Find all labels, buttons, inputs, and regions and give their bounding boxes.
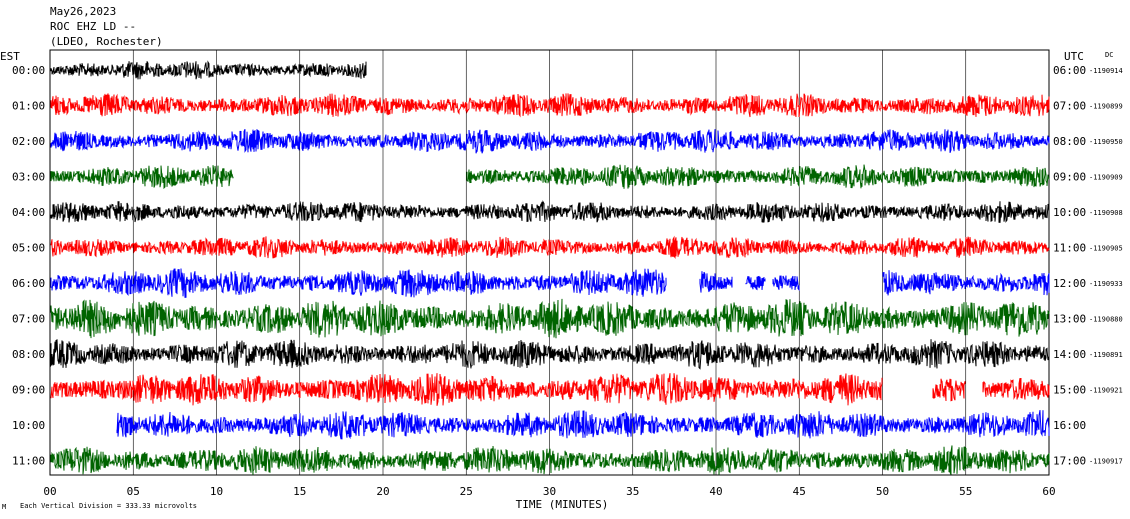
- dc-offset-label: -1190905: [1089, 245, 1123, 253]
- x-tick-label: 45: [793, 485, 806, 498]
- x-tick-label: 00: [43, 485, 56, 498]
- trace-0400: [50, 200, 1050, 223]
- utc-label: 08:00: [1053, 135, 1086, 148]
- x-axis-ticks: 00 05 10 15 20 25 30 35 40 45 50 55 60: [43, 485, 1055, 498]
- dc-offset-label: -1190909: [1089, 174, 1123, 182]
- dc-offset-label: -1190921: [1089, 387, 1123, 395]
- utc-label: 14:00: [1053, 348, 1086, 361]
- x-tick-label: 05: [127, 485, 140, 498]
- trace-0700: [50, 298, 1050, 339]
- grid: [132, 50, 967, 475]
- dc-offset-label: -1190908: [1089, 209, 1123, 217]
- dc-offset-label: -1190933: [1089, 280, 1123, 288]
- right-axis-note: DC: [1105, 51, 1113, 59]
- x-tick-label: 55: [959, 485, 972, 498]
- dc-offset-label: -1190914: [1089, 67, 1123, 75]
- est-label: 06:00: [12, 277, 45, 290]
- est-label: 00:00: [12, 64, 45, 77]
- traces: [50, 60, 1050, 476]
- utc-label: 13:00: [1053, 313, 1086, 326]
- est-label: 05:00: [12, 242, 45, 255]
- x-tick-label: 60: [1042, 485, 1055, 498]
- utc-label: 06:00: [1053, 64, 1086, 77]
- trace-0500: [50, 235, 1050, 260]
- dc-offset-label: -1190880: [1089, 316, 1123, 324]
- est-label: 02:00: [12, 135, 45, 148]
- est-label: 07:00: [12, 313, 45, 326]
- trace-0600: [50, 268, 1050, 298]
- est-label: 09:00: [12, 384, 45, 397]
- trace-1100: [50, 445, 1050, 476]
- est-label: 11:00: [12, 455, 45, 468]
- utc-label: 11:00: [1053, 242, 1086, 255]
- utc-label: 15:00: [1053, 384, 1086, 397]
- scale-note: Each Vertical Division = 333.33 microvol…: [20, 502, 197, 510]
- utc-label: 07:00: [1053, 100, 1086, 113]
- est-label: 10:00: [12, 419, 45, 432]
- x-tick-label: 10: [210, 485, 223, 498]
- dc-offset-label: -1190950: [1089, 138, 1123, 146]
- trace-0900: [50, 373, 1050, 406]
- utc-label: 09:00: [1053, 171, 1086, 184]
- x-tick-label: 30: [543, 485, 556, 498]
- x-tick-label: 25: [460, 485, 473, 498]
- x-tick-label: 20: [376, 485, 389, 498]
- trace-0800: [50, 339, 1050, 370]
- trace-0000: [50, 60, 367, 80]
- est-label: 01:00: [12, 100, 45, 113]
- header-network: (LDEO, Rochester): [50, 35, 163, 48]
- dc-offset-label: -1190917: [1089, 458, 1123, 466]
- utc-label: 16:00: [1053, 419, 1086, 432]
- x-tick-label: 15: [293, 485, 306, 498]
- x-axis-label: TIME (MINUTES): [516, 498, 609, 511]
- utc-label: 10:00: [1053, 206, 1086, 219]
- header-station: ROC EHZ LD --: [50, 20, 136, 33]
- trace-0100: [50, 93, 1050, 118]
- utc-label: 12:00: [1053, 277, 1086, 290]
- trace-1000: [116, 410, 1050, 440]
- right-axis-label: UTC: [1064, 50, 1084, 63]
- scale-note-marker: M: [2, 503, 6, 511]
- est-label: 03:00: [12, 171, 45, 184]
- dc-offset-label: -1190891: [1089, 351, 1123, 359]
- left-axis-label: EST: [0, 50, 20, 63]
- utc-label: 17:00: [1053, 455, 1086, 468]
- est-label: 08:00: [12, 348, 45, 361]
- dc-offset-label: -1190899: [1089, 103, 1123, 111]
- trace-0200: [50, 129, 1050, 154]
- x-tick-label: 50: [876, 485, 889, 498]
- x-tick-label: 40: [709, 485, 722, 498]
- est-label: 04:00: [12, 206, 45, 219]
- header-date: May26,2023: [50, 5, 116, 18]
- x-tick-label: 35: [626, 485, 639, 498]
- trace-0300: [50, 164, 1050, 190]
